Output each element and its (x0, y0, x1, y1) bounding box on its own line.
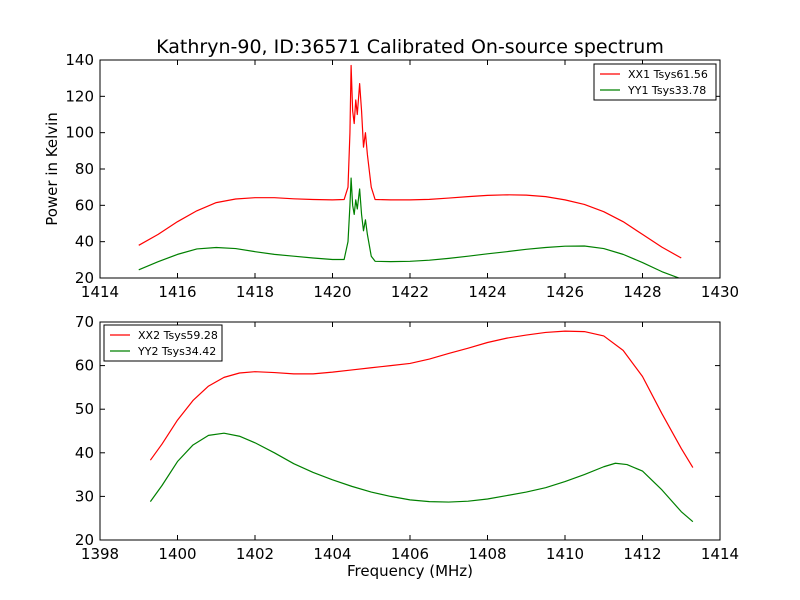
x-tick-label: 1422 (391, 283, 429, 301)
y-tick-label: 30 (75, 487, 94, 505)
legend-box (593, 63, 717, 101)
y-tick-label: 70 (75, 313, 94, 331)
series-line-2 (149, 432, 694, 523)
legend: XX1 Tsys61.56 YY1 Tsys33.78 (593, 63, 717, 101)
x-tick-label: 1412 (623, 545, 661, 563)
y-tick-label: 80 (75, 160, 94, 178)
x-tick-label: 1424 (468, 283, 506, 301)
legend-box (103, 324, 223, 362)
legend-label: XX1 Tsys61.56 (628, 68, 708, 81)
x-tick-label: 1414 (81, 283, 119, 301)
top-panel: 1414 1416 1418 1420 1422 1424 1426 1428 1430 20 40… (65, 51, 739, 301)
x-tick-label: 1416 (158, 283, 196, 301)
x-tick-label: 1408 (468, 545, 506, 563)
y-axis-label: Power in Kelvin (43, 112, 61, 226)
x-tick-label: 1414 (701, 545, 739, 563)
x-tick-label: 1428 (623, 283, 661, 301)
x-tick-label: 1400 (158, 545, 196, 563)
x-tick-label: 1410 (546, 545, 584, 563)
legend-label: YY1 Tsys33.78 (627, 84, 706, 97)
y-tick-label: 60 (75, 357, 94, 375)
y-tick-label: 40 (75, 233, 94, 251)
x-tick-label: 1406 (391, 545, 429, 563)
y-tick-label: 50 (75, 400, 94, 418)
x-tick-label: 1402 (236, 545, 274, 563)
y-tick-label: 20 (75, 269, 94, 287)
y-tick-label: 20 (75, 531, 94, 549)
bottom-panel: 1398 1400 1402 1404 1406 1408 1410 1412 1414 20 30… (75, 313, 739, 563)
plot-frame (99, 59, 721, 279)
legend-label: XX2 Tsys59.28 (138, 329, 218, 342)
chart-title: Kathryn-90, ID:36571 Calibrated On-sourc… (156, 36, 664, 58)
y-tick-label: 120 (65, 87, 94, 105)
x-tick-label: 1420 (313, 283, 351, 301)
x-tick-label: 1398 (81, 545, 119, 563)
y-tick-label: 140 (65, 51, 94, 69)
y-tick-label: 100 (65, 124, 94, 142)
y-tick-label: 40 (75, 444, 94, 462)
x-axis-label: Frequency (MHz) (347, 562, 473, 580)
x-tick-label: 1418 (236, 283, 274, 301)
y-tick-label: 60 (75, 196, 94, 214)
plot-frame (99, 321, 721, 541)
x-tick-label: 1404 (313, 545, 351, 563)
x-tick-label: 1430 (701, 283, 739, 301)
series-line-2 (138, 177, 681, 278)
series-line-1 (149, 330, 694, 468)
x-tick-label: 1426 (546, 283, 584, 301)
series-line-1 (138, 64, 682, 259)
legend-label: YY2 Tsys34.42 (137, 345, 216, 358)
legend: XX2 Tsys59.28 YY2 Tsys34.42 (103, 324, 223, 362)
